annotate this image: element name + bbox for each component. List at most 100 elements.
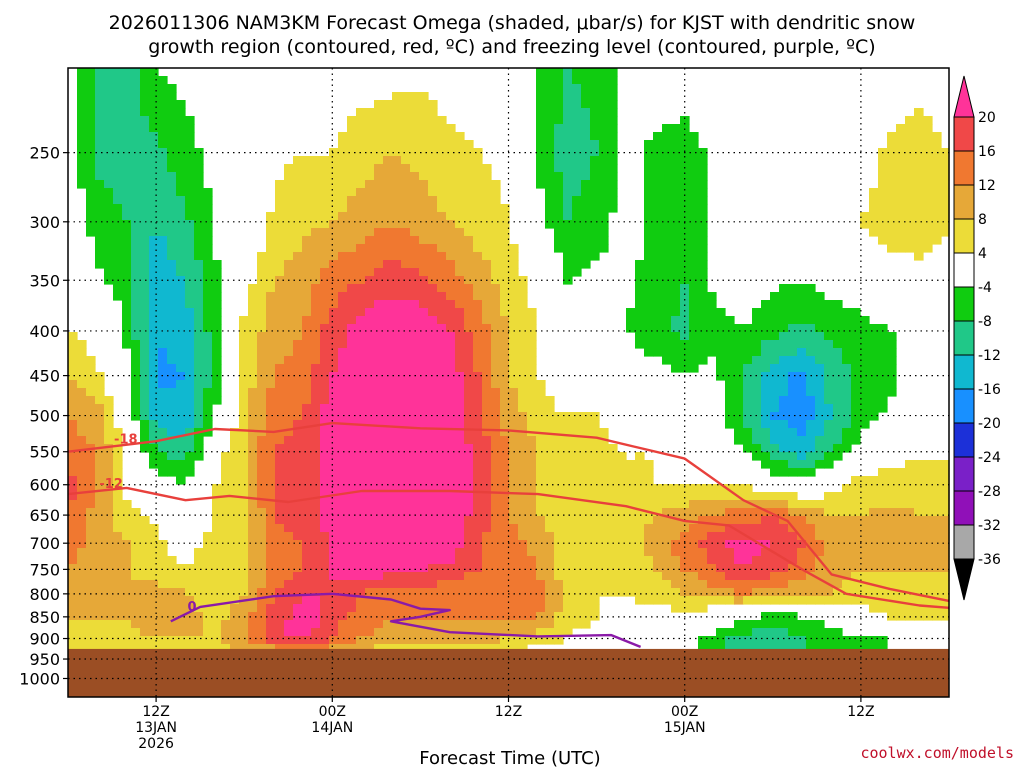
omega-cell (851, 428, 861, 437)
omega-cell (131, 204, 141, 213)
omega-cell (563, 620, 573, 629)
omega-cell (221, 556, 231, 565)
omega-cell (176, 628, 186, 637)
omega-cell (392, 108, 402, 117)
omega-cell (797, 452, 807, 461)
omega-cell (824, 372, 834, 381)
omega-cell (464, 172, 474, 181)
omega-cell (887, 588, 897, 597)
omega-cell (122, 236, 132, 245)
omega-cell (284, 460, 294, 469)
omega-cell (158, 324, 168, 333)
omega-cell (437, 236, 447, 245)
omega-cell (653, 212, 663, 221)
omega-cell (932, 228, 942, 237)
omega-cell (158, 444, 168, 453)
omega-cell (122, 212, 132, 221)
omega-cell (608, 188, 618, 197)
omega-cell (95, 540, 105, 549)
omega-cell (662, 348, 672, 357)
omega-cell (167, 580, 177, 589)
omega-cell (491, 404, 501, 413)
omega-cell (455, 340, 465, 349)
omega-cell (140, 132, 150, 141)
omega-cell (248, 628, 258, 637)
omega-cell (698, 532, 708, 541)
omega-cell (572, 492, 582, 501)
omega-cell (860, 380, 870, 389)
omega-cell (671, 516, 681, 525)
omega-cell (446, 220, 456, 229)
omega-cell (842, 508, 852, 517)
omega-cell (428, 628, 438, 637)
omega-cell (401, 228, 411, 237)
omega-cell (284, 212, 294, 221)
omega-cell (176, 100, 186, 109)
omega-cell (167, 612, 177, 621)
omega-cell (527, 316, 537, 325)
omega-cell (473, 588, 483, 597)
omega-cell (545, 612, 555, 621)
omega-cell (275, 284, 285, 293)
omega-cell (185, 588, 195, 597)
omega-cell (671, 508, 681, 517)
omega-cell (455, 444, 465, 453)
omega-cell (761, 556, 771, 565)
omega-cell (563, 612, 573, 621)
omega-cell (734, 364, 744, 373)
omega-cell (374, 188, 384, 197)
omega-cell (761, 324, 771, 333)
omega-cell (716, 556, 726, 565)
omega-cell (392, 436, 402, 445)
omega-cell (491, 524, 501, 533)
omega-cell (905, 524, 915, 533)
omega-cell (410, 124, 420, 133)
omega-cell (293, 636, 303, 645)
omega-cell (455, 492, 465, 501)
omega-cell (122, 340, 132, 349)
omega-cell (437, 516, 447, 525)
omega-cell (158, 164, 168, 173)
y-tick-label: 350 (29, 271, 60, 290)
omega-cell (68, 436, 78, 445)
omega-cell (338, 132, 348, 141)
omega-cell (680, 556, 690, 565)
omega-cell (266, 228, 276, 237)
omega-cell (491, 316, 501, 325)
omega-cell (419, 500, 429, 509)
omega-cell (95, 500, 105, 509)
omega-cell (302, 628, 312, 637)
omega-cell (914, 468, 924, 477)
omega-cell (95, 412, 105, 421)
omega-cell (167, 412, 177, 421)
omega-cell (914, 124, 924, 133)
omega-cell (221, 596, 231, 605)
omega-cell (518, 276, 528, 285)
omega-cell (329, 172, 339, 181)
omega-cell (527, 308, 537, 317)
y-tick-label: 700 (29, 534, 60, 553)
omega-cell (437, 388, 447, 397)
omega-cell (410, 324, 420, 333)
omega-cell (941, 476, 950, 485)
omega-cell (338, 564, 348, 573)
omega-cell (167, 196, 177, 205)
omega-cell (185, 156, 195, 165)
omega-cell (446, 244, 456, 253)
omega-cell (869, 396, 879, 405)
omega-cell (518, 492, 528, 501)
omega-cell (680, 300, 690, 309)
omega-cell (275, 244, 285, 253)
omega-cell (167, 436, 177, 445)
omega-cell (176, 156, 186, 165)
omega-cell (104, 428, 114, 437)
omega-cell (338, 356, 348, 365)
omega-cell (428, 588, 438, 597)
omega-cell (266, 484, 276, 493)
omega-cell (248, 532, 258, 541)
omega-cell (923, 484, 933, 493)
omega-cell (455, 140, 465, 149)
omega-cell (869, 564, 879, 573)
omega-cell (275, 452, 285, 461)
omega-cell (347, 180, 357, 189)
